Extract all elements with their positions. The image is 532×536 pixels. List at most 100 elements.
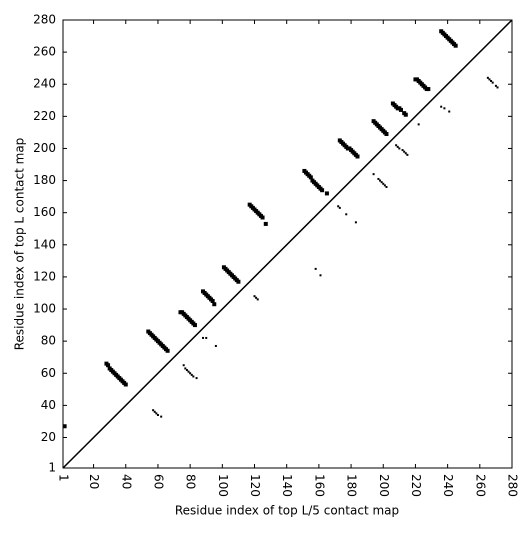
y-tick-label: 240 [33,77,56,91]
contact-point [155,412,158,415]
contact-point [153,410,156,413]
contact-point [377,177,380,180]
contact-point [319,274,322,277]
x-tick-label: 200 [377,474,391,497]
plot-frame [62,19,513,469]
contact-point [256,298,259,301]
contact-point [165,348,170,353]
x-tick-label: 180 [345,474,359,497]
contact-point [160,415,163,418]
contact-point [345,213,348,216]
contact-point [320,188,325,193]
x-tick-label: 160 [312,474,326,497]
contact-point [398,147,401,150]
contact-point [324,191,329,196]
x-tick-label: 20 [87,474,101,489]
contact-point [308,175,313,180]
y-tick-label: 260 [33,45,56,59]
contact-point [398,107,403,112]
contact-point [496,86,499,89]
contact-point [385,185,388,188]
contact-point [403,112,408,117]
x-tick-label: 140 [280,474,294,497]
contact-point [403,150,406,153]
contact-point [314,267,317,270]
contact-point [396,145,399,148]
y-tick-label: 140 [33,237,56,251]
contact-point [255,296,258,299]
x-tick-label: 40 [119,474,133,489]
contact-point [488,78,491,81]
contact-point [210,299,215,304]
contact-point [182,364,185,367]
contact-point [106,363,111,368]
contact-point [383,184,386,187]
contact-point [354,221,357,224]
contact-point [491,81,494,84]
contact-point [372,173,375,176]
contact-point [379,179,382,182]
contact-point [453,43,458,48]
contact-point [202,336,205,339]
contact-point [448,110,451,113]
y-tick-label: 200 [33,141,56,155]
contact-point [192,375,195,378]
diagonal-line [62,19,513,469]
contact-point [486,76,489,79]
y-axis-label: Residue index of top L contact map [13,138,27,351]
x-tick-label: 240 [441,474,455,497]
contact-point [192,323,197,328]
y-tick-label: 280 [33,13,56,27]
x-tick-label: 260 [473,474,487,497]
contact-point [205,336,208,339]
x-tick-label: 1 [57,474,71,482]
contact-point [338,206,341,209]
y-tick-label: 80 [41,334,56,348]
contact-point [404,152,407,155]
contact-point [355,154,360,159]
contact-point [253,295,256,298]
y-tick-label: 20 [41,430,56,444]
contact-point [212,302,217,307]
contact-point [184,367,187,370]
x-tick-label: 280 [506,474,520,497]
contact-point [382,182,385,185]
y-tick-label: 60 [41,366,56,380]
contact-point [214,344,217,347]
contact-point [187,370,190,373]
contact-point [195,377,198,380]
contact-point [123,382,128,387]
x-tick-label: 220 [409,474,423,497]
x-tick-label: 120 [248,474,262,497]
contact-point [401,149,404,152]
y-tick-label: 180 [33,173,56,187]
contact-point [490,80,493,83]
x-axis-label: Residue index of top L/5 contact map [175,504,399,518]
contact-point [380,181,383,184]
contact-point [426,87,431,92]
y-tick-label: 220 [33,109,56,123]
contact-point [185,369,188,372]
contact-point [156,414,159,417]
x-tick-label: 100 [216,474,230,497]
contact-point [395,144,398,147]
y-tick-label: 40 [41,398,56,412]
contact-point [62,424,67,429]
y-tick-label: 120 [33,269,56,283]
contact-point [384,132,389,137]
contact-point [189,372,192,375]
contact-point [190,373,193,376]
contact-point [260,215,265,220]
contact-point [263,221,268,226]
y-tick-label: 1 [48,461,56,475]
x-tick-label: 80 [184,474,198,489]
contact-point [152,409,155,412]
contact-point [236,279,241,284]
contact-point [494,84,497,87]
contact-point [417,123,420,126]
contact-point [337,205,340,208]
x-tick-label: 60 [151,474,165,489]
contact-point [440,105,443,108]
